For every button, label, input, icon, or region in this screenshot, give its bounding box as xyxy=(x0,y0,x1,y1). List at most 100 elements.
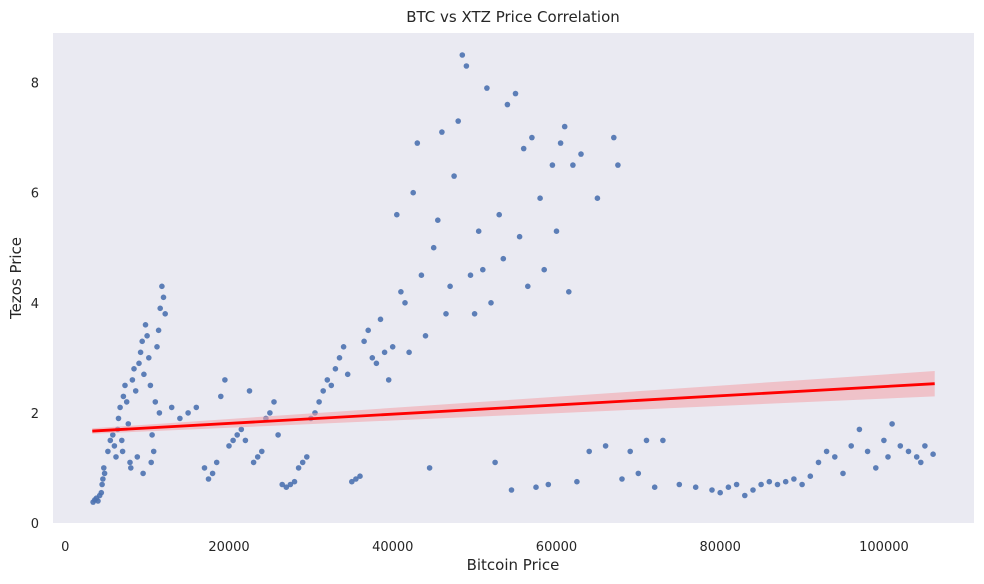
data-point xyxy=(832,454,838,460)
data-point xyxy=(881,437,887,444)
data-point xyxy=(230,437,236,444)
data-point xyxy=(504,101,511,108)
data-point xyxy=(154,344,160,350)
data-point xyxy=(455,118,462,124)
data-point xyxy=(807,473,814,480)
data-point xyxy=(398,289,404,295)
data-point xyxy=(291,478,298,485)
data-point xyxy=(545,481,552,488)
x-tick-label: 100000 xyxy=(859,540,909,555)
data-point xyxy=(344,371,351,378)
data-point xyxy=(823,448,830,455)
data-point xyxy=(897,443,904,449)
data-point xyxy=(155,327,162,334)
data-point xyxy=(162,311,168,317)
x-axis-label: Bitcoin Price xyxy=(467,556,560,574)
data-point xyxy=(267,410,273,416)
data-point xyxy=(107,437,114,444)
data-point xyxy=(139,338,145,345)
data-point xyxy=(140,470,146,477)
data-point xyxy=(774,481,781,488)
data-point xyxy=(815,459,822,466)
data-point xyxy=(635,470,642,477)
data-point xyxy=(226,443,232,449)
data-point xyxy=(156,410,163,416)
data-point xyxy=(615,162,621,168)
data-point xyxy=(147,382,154,389)
data-point xyxy=(142,322,149,328)
data-point xyxy=(410,189,417,196)
data-point xyxy=(864,448,871,455)
x-tick-label: 60000 xyxy=(536,540,577,555)
data-point xyxy=(299,459,306,466)
data-point xyxy=(279,481,286,488)
data-point xyxy=(725,484,732,491)
plot-background xyxy=(53,33,974,523)
data-point xyxy=(336,355,343,361)
data-point xyxy=(119,448,126,455)
data-point xyxy=(283,484,290,491)
data-point xyxy=(117,404,123,411)
data-point xyxy=(758,481,764,488)
data-point xyxy=(930,451,936,458)
data-point xyxy=(467,272,474,279)
y-tick-label: 2 xyxy=(31,407,39,422)
data-point xyxy=(500,255,507,262)
data-point xyxy=(602,443,609,449)
data-point xyxy=(782,478,789,485)
data-point xyxy=(496,211,503,218)
data-point xyxy=(717,489,723,496)
data-point xyxy=(484,85,490,91)
data-point xyxy=(651,484,658,491)
data-point xyxy=(418,272,425,279)
x-tick-label: 20000 xyxy=(208,540,249,555)
data-point xyxy=(525,283,531,290)
data-point xyxy=(238,426,245,433)
data-point xyxy=(733,481,740,488)
data-point xyxy=(643,437,650,444)
x-tick-label: 40000 xyxy=(372,540,413,555)
data-point xyxy=(113,454,119,460)
data-point xyxy=(332,366,339,372)
data-point xyxy=(168,404,175,411)
data-point xyxy=(110,432,116,438)
data-point xyxy=(115,415,122,422)
data-point xyxy=(799,481,805,488)
data-point xyxy=(557,140,564,146)
data-point xyxy=(578,151,584,157)
regression-line xyxy=(92,382,935,433)
data-point xyxy=(320,388,327,394)
data-point xyxy=(254,454,261,460)
data-point xyxy=(709,487,715,493)
data-point xyxy=(222,377,228,383)
data-point xyxy=(533,484,539,491)
data-point xyxy=(389,344,396,350)
data-point xyxy=(95,498,101,504)
data-point xyxy=(152,399,159,405)
data-point xyxy=(369,355,376,361)
data-point xyxy=(566,289,572,295)
data-point xyxy=(361,338,367,345)
data-point xyxy=(98,489,105,496)
data-point xyxy=(922,443,928,449)
data-point xyxy=(553,228,560,234)
data-point xyxy=(406,349,412,356)
data-point xyxy=(132,388,139,394)
data-point xyxy=(627,448,633,455)
data-point xyxy=(373,360,380,367)
data-point xyxy=(101,465,107,471)
data-point xyxy=(111,443,118,449)
data-point xyxy=(475,228,482,234)
data-point xyxy=(508,487,515,493)
data-point xyxy=(105,448,111,455)
data-point xyxy=(127,459,133,466)
data-point xyxy=(443,311,449,317)
data-point xyxy=(316,399,322,405)
y-tick-label: 0 xyxy=(31,517,39,532)
data-point xyxy=(246,388,253,394)
data-point xyxy=(185,410,191,416)
data-point xyxy=(905,448,912,455)
data-point xyxy=(287,481,294,488)
data-point xyxy=(101,470,108,477)
